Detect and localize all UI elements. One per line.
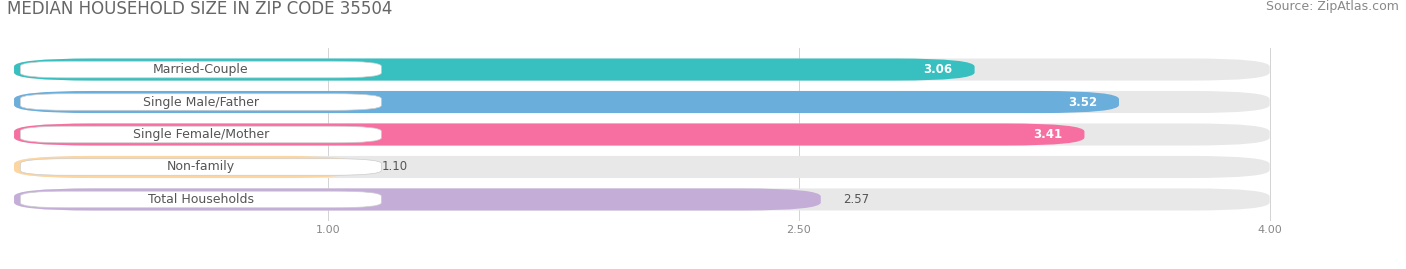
Text: Single Female/Mother: Single Female/Mother: [132, 128, 269, 141]
Text: Married-Couple: Married-Couple: [153, 63, 249, 76]
FancyBboxPatch shape: [14, 91, 1270, 113]
FancyBboxPatch shape: [20, 159, 381, 175]
FancyBboxPatch shape: [14, 156, 1270, 178]
FancyBboxPatch shape: [20, 191, 381, 208]
FancyBboxPatch shape: [14, 58, 974, 81]
FancyBboxPatch shape: [14, 123, 1084, 146]
FancyBboxPatch shape: [14, 156, 360, 178]
FancyBboxPatch shape: [20, 126, 381, 143]
Text: MEDIAN HOUSEHOLD SIZE IN ZIP CODE 35504: MEDIAN HOUSEHOLD SIZE IN ZIP CODE 35504: [7, 0, 392, 18]
Text: 3.41: 3.41: [1033, 128, 1063, 141]
Text: 2.57: 2.57: [842, 193, 869, 206]
FancyBboxPatch shape: [20, 61, 381, 78]
FancyBboxPatch shape: [14, 123, 1270, 146]
Text: Source: ZipAtlas.com: Source: ZipAtlas.com: [1265, 0, 1399, 13]
Text: 1.10: 1.10: [381, 161, 408, 174]
FancyBboxPatch shape: [14, 188, 821, 211]
FancyBboxPatch shape: [20, 94, 381, 110]
Text: Total Households: Total Households: [148, 193, 254, 206]
Text: Non-family: Non-family: [167, 161, 235, 174]
Text: Single Male/Father: Single Male/Father: [143, 95, 259, 108]
FancyBboxPatch shape: [14, 91, 1119, 113]
FancyBboxPatch shape: [14, 58, 1270, 81]
Text: 3.06: 3.06: [924, 63, 953, 76]
FancyBboxPatch shape: [14, 188, 1270, 211]
Text: 3.52: 3.52: [1069, 95, 1097, 108]
